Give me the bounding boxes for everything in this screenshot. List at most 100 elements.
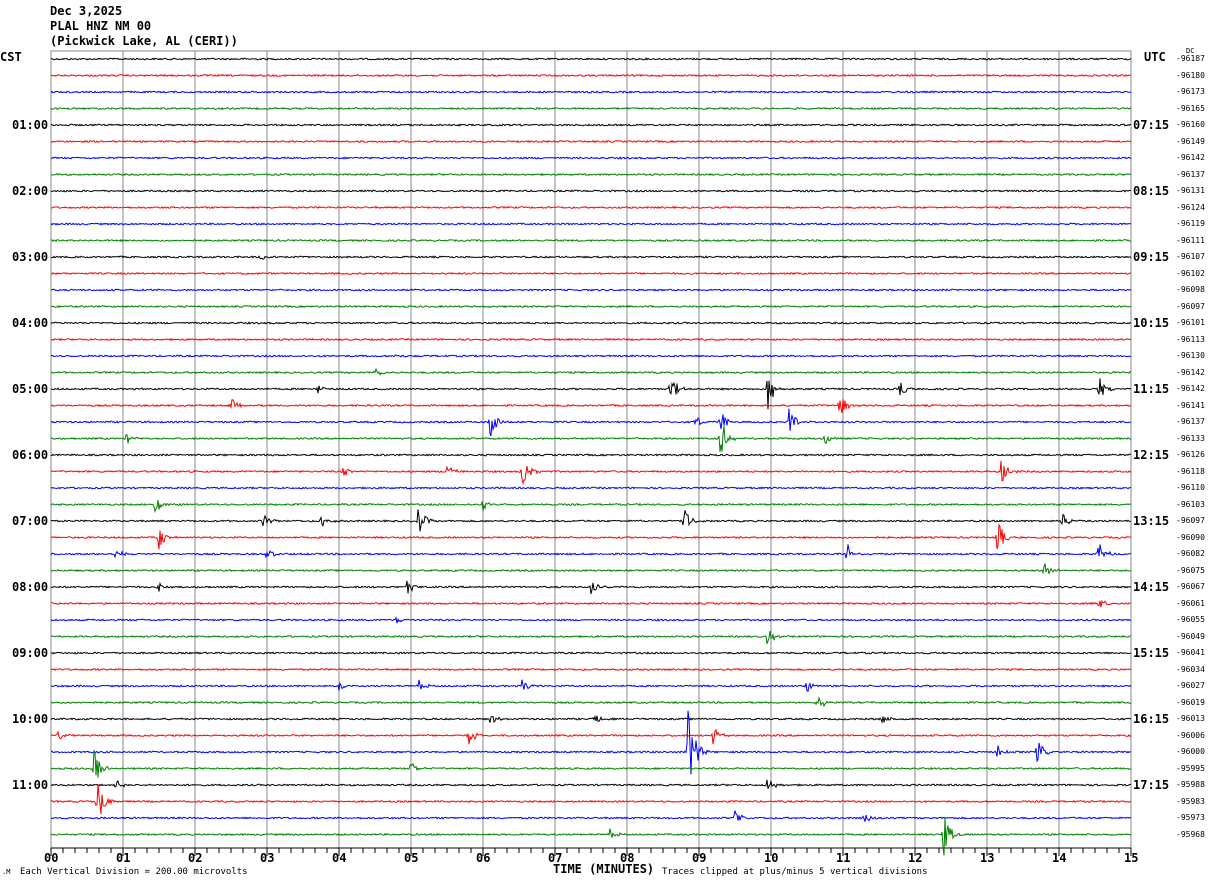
dc-offset-label: -96006 (1176, 730, 1205, 740)
trace-row (50, 599, 1132, 608)
dc-offset-label: -96142 (1176, 153, 1205, 162)
dc-offset-label: -96019 (1176, 697, 1205, 707)
utc-time-label: 16:15 (1133, 712, 1170, 726)
dc-offset-label: -95973 (1176, 813, 1205, 822)
cst-time-label: 01:00 (12, 118, 49, 132)
dc-offset-label: -96119 (1176, 219, 1205, 228)
trace-row (50, 667, 1132, 672)
x-tick-label: 06 (476, 851, 491, 865)
trace-row (50, 580, 1132, 595)
cst-time-label: 06:00 (12, 448, 49, 462)
trace-row (50, 367, 1132, 376)
dc-offset-label: -95995 (1176, 763, 1205, 773)
trace-row (50, 616, 1132, 624)
trace-row (50, 631, 1132, 644)
cst-time-label: 11:00 (12, 778, 49, 792)
trace-row (50, 749, 1132, 778)
x-tick-label: 09 (692, 851, 707, 865)
utc-time-label: 17:15 (1133, 778, 1170, 792)
cst-axis-label: CST (0, 50, 22, 64)
x-tick-label: 15 (1124, 851, 1139, 865)
trace-row (50, 337, 1132, 342)
trace-row (50, 544, 1132, 559)
dc-offset-label: -96041 (1176, 648, 1205, 657)
trace-row (50, 509, 1132, 532)
dc-offset-label: -96000 (1176, 747, 1205, 756)
trace-row (50, 714, 1132, 725)
station-label: PLAL HNZ NM 00 (50, 19, 152, 33)
dc-offset-label: -96013 (1176, 714, 1205, 723)
trace-row (50, 710, 1132, 775)
trace-row (50, 696, 1132, 708)
x-tick-label: 08 (620, 851, 635, 865)
trace-row (50, 271, 1132, 276)
x-tick-label: 12 (908, 851, 923, 865)
trace-row (50, 810, 1132, 822)
trace-row (50, 399, 1132, 414)
dc-offset-label: -96126 (1176, 450, 1205, 459)
dc-offset-label: -96090 (1176, 532, 1205, 542)
dc-offset-label: -96130 (1176, 351, 1205, 360)
plot-frame (50, 50, 1132, 849)
trace-row (50, 156, 1132, 160)
trace-row (50, 139, 1132, 144)
dc-offset-label: -96102 (1176, 268, 1205, 278)
trace-row (50, 486, 1132, 490)
x-tick-label: 14 (1052, 851, 1067, 865)
dc-offset-label: -96131 (1176, 186, 1205, 195)
cst-time-label: 05:00 (12, 382, 49, 396)
dc-offset-label: -96027 (1176, 681, 1205, 690)
dc-offset-label: -95983 (1176, 796, 1205, 806)
trace-row (50, 460, 1132, 486)
logo-mark: .M (2, 868, 11, 876)
dc-offset-label: -96137 (1176, 169, 1205, 179)
trace-row (50, 425, 1132, 452)
location-label: (Pickwick Lake, AL (CERI)) (50, 34, 238, 48)
trace-row (50, 563, 1132, 575)
trace-row (50, 783, 1132, 815)
x-tick-label: 13 (980, 851, 995, 865)
x-tick-label: 02 (188, 851, 203, 865)
dc-offset-label: -96111 (1176, 235, 1205, 245)
dc-offset-label: -96101 (1176, 318, 1205, 327)
trace-row (50, 73, 1132, 78)
dc-offset-label: -96061 (1176, 598, 1205, 608)
utc-time-label: 09:15 (1133, 250, 1170, 264)
dc-offset-label: -96067 (1176, 582, 1205, 591)
dc-offset-label: -96137 (1176, 417, 1205, 426)
trace-row (50, 354, 1132, 358)
trace-row (50, 728, 1132, 745)
dc-offset-label: -96173 (1176, 87, 1205, 96)
dc-offset-label: -96082 (1176, 549, 1205, 558)
utc-time-label: 14:15 (1133, 580, 1170, 594)
trace-row (50, 189, 1131, 193)
x-tick-label: 05 (404, 851, 419, 865)
dc-offset-label: -95968 (1176, 829, 1205, 839)
cst-time-label: 08:00 (12, 580, 49, 594)
trace-row (50, 90, 1132, 94)
x-tick-label: 11 (836, 851, 851, 865)
dc-offset-label: -96110 (1176, 483, 1205, 492)
x-tick-label: 10 (764, 851, 779, 865)
trace-row (50, 378, 1132, 410)
cst-time-label: 04:00 (12, 316, 49, 330)
dc-offset-label: -96142 (1176, 367, 1205, 377)
x-tick-label: 07 (548, 851, 563, 865)
cst-time-label: 03:00 (12, 250, 49, 264)
utc-axis-label: UTC (1144, 50, 1166, 64)
trace-row (50, 57, 1132, 61)
dc-offset-label: -96055 (1176, 615, 1205, 624)
dc-offset-label: -96098 (1176, 285, 1205, 294)
utc-time-label: 08:15 (1133, 184, 1170, 198)
date-label: Dec 3,2025 (50, 4, 123, 18)
trace-row (50, 288, 1132, 292)
trace-row (50, 106, 1132, 111)
trace-row (50, 205, 1132, 210)
cst-time-label: 09:00 (12, 646, 49, 660)
dc-offset-label: -96034 (1176, 664, 1205, 674)
utc-time-label: 10:15 (1133, 316, 1170, 330)
dc-label: DC (1186, 47, 1195, 55)
utc-time-label: 12:15 (1133, 448, 1170, 462)
x-tick-label: 04 (332, 851, 347, 865)
